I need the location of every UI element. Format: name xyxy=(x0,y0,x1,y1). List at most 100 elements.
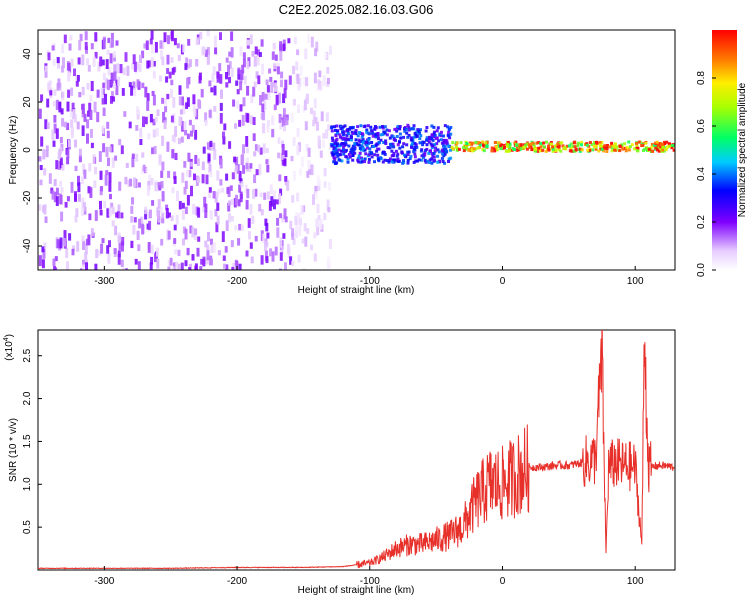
spectrogram-cell xyxy=(110,72,114,84)
spectrogram-cell xyxy=(333,156,337,160)
spectrogram-cell xyxy=(368,147,372,151)
spectrogram-cell xyxy=(508,142,512,146)
spectrogram-cell xyxy=(427,140,431,144)
spectrogram-cell xyxy=(440,149,444,153)
spectrogram-cell xyxy=(70,108,74,118)
spectrogram-cell xyxy=(78,154,82,163)
spectrogram-cell xyxy=(317,135,321,146)
spectrogram-cell xyxy=(346,160,350,164)
spectrogram-cell xyxy=(238,184,242,193)
spectrogram-cell xyxy=(493,141,497,144)
spectrogram-cell xyxy=(376,132,380,135)
spectrogram-cell xyxy=(148,220,152,231)
spectrogram-cell xyxy=(249,34,253,45)
spectrogram-cell xyxy=(657,146,661,150)
spectrogram-cell xyxy=(412,160,416,164)
spectrogram-cell xyxy=(66,149,70,159)
spectrogram-cell xyxy=(282,93,286,104)
spectrogram-cell xyxy=(234,225,238,231)
spectrogram-cell xyxy=(337,148,341,152)
spectrogram-cell xyxy=(659,142,663,145)
spectrogram-cell xyxy=(141,82,145,89)
spectrogram-cell xyxy=(432,159,436,162)
spectrogram-cell xyxy=(573,140,577,144)
spectrogram-cell xyxy=(296,127,300,137)
spectrogram-cell xyxy=(661,145,665,149)
spectrogram-cell xyxy=(233,168,237,180)
spectrogram-cell xyxy=(193,173,196,181)
spectrogram-cell xyxy=(635,143,639,147)
spectrogram-cell xyxy=(242,165,246,174)
spectrogram-cell xyxy=(141,223,145,235)
spectrogram-cell xyxy=(223,263,227,269)
spectrogram-cell xyxy=(472,147,476,151)
spectrogram-cell xyxy=(360,158,364,162)
spectrogram-cell xyxy=(568,149,572,153)
spectrogram-cell xyxy=(376,156,380,160)
spectrogram-cell xyxy=(212,142,216,151)
spectrogram-cell xyxy=(299,217,303,226)
spectrogram-cell xyxy=(588,141,592,144)
spectrogram-cell xyxy=(357,143,361,147)
spectrogram-cell xyxy=(204,210,208,218)
spectrogram-cell xyxy=(206,244,210,251)
spectrogram-cell xyxy=(557,144,561,148)
spectrogram-cell xyxy=(105,147,109,157)
spectrogram-cell xyxy=(113,71,117,81)
spectrogram-cell xyxy=(447,160,450,163)
spectrogram-cell xyxy=(232,99,236,107)
spectrogram-cell xyxy=(151,200,155,206)
snr-y-tick-label: 1.5 xyxy=(22,434,33,448)
spectrogram-cell xyxy=(116,211,120,219)
spectrogram-cell xyxy=(284,176,288,182)
spectrogram-cell xyxy=(440,141,444,145)
spectrogram-cell xyxy=(672,148,675,152)
spectrogram-cell xyxy=(608,145,612,149)
spectrogram-cell xyxy=(310,36,314,48)
spectrogram-cell xyxy=(121,88,125,96)
spectrogram-cell xyxy=(412,135,416,139)
spectrogram-cell xyxy=(417,158,421,162)
spectrogram-cell xyxy=(328,181,331,191)
spectrogram-cell xyxy=(283,208,287,220)
spectrogram-cell xyxy=(41,246,45,253)
spectrogram-cell xyxy=(431,144,435,148)
spectrogram-cell xyxy=(173,238,177,244)
spectrogram-cell xyxy=(186,133,190,140)
spectrogram-cell xyxy=(246,113,250,123)
spectrogram-cell xyxy=(323,168,327,177)
spectrogram-cell xyxy=(298,168,302,176)
spectrogram-cell xyxy=(43,204,47,215)
spectrogram-cell xyxy=(340,159,344,163)
spectrogram-cell xyxy=(268,68,272,74)
spectrogram-cell xyxy=(379,156,383,160)
spectrogram-cell xyxy=(178,85,182,95)
spectrogram-cell xyxy=(298,77,302,87)
spectrogram-cell xyxy=(644,146,648,150)
spectrogram-cell xyxy=(225,173,229,181)
spectrogram-cell xyxy=(111,206,115,215)
spectrogram-cell xyxy=(59,157,63,169)
snr-x-tick-label: 0 xyxy=(500,576,506,587)
spectrogram-cell xyxy=(363,148,367,152)
spectrogram-cell xyxy=(225,220,229,231)
spectrogram-cell xyxy=(327,124,331,131)
spectrogram-cell xyxy=(130,240,134,249)
spectrogram-cell xyxy=(356,125,360,129)
spectrogram-cell xyxy=(524,145,528,149)
spectrogram-cell xyxy=(81,86,85,96)
spectrogram-cell xyxy=(235,156,239,166)
spectrogram-cell xyxy=(217,250,221,256)
spectrogram-cell xyxy=(156,247,159,257)
spectrogram-cell xyxy=(210,258,213,266)
spectrogram-cell xyxy=(412,124,416,128)
colorbar-tick-label: 0.2 xyxy=(696,215,707,229)
spectrogram-cell xyxy=(183,187,187,195)
spectrogram-cell xyxy=(147,133,151,140)
spectrogram-cell xyxy=(379,133,383,137)
spectrogram-cell xyxy=(339,127,343,131)
spectrogram-cell xyxy=(249,163,253,169)
spectrogram-cell xyxy=(264,240,267,252)
spectrogram-cell xyxy=(167,170,171,178)
spectrogram-cell xyxy=(180,262,184,270)
